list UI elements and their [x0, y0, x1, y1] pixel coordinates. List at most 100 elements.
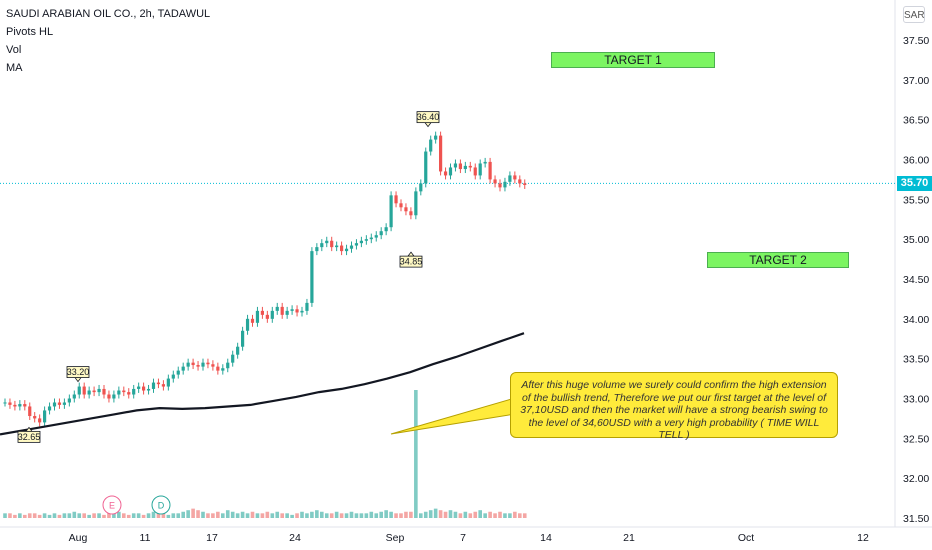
candle-body [151, 382, 156, 389]
volume-bar [13, 514, 17, 518]
candle-body [13, 404, 17, 407]
annotation-callout[interactable]: After this huge volume we surely could c… [510, 372, 838, 441]
pivot-label: 32.65 [18, 432, 41, 442]
event-label: D [158, 501, 165, 511]
candle-body [344, 248, 349, 252]
candle-body [493, 179, 497, 184]
candle-body [28, 406, 32, 417]
candle-body [478, 163, 482, 176]
volume-bar [339, 513, 344, 518]
indicator-pivots[interactable]: Pivots HL [6, 26, 54, 38]
volume-bar [161, 513, 166, 518]
candle-body [290, 309, 294, 311]
y-tick-label: 36.00 [903, 155, 929, 167]
candle-body [518, 179, 522, 184]
pivot-marker [17, 430, 41, 443]
volume-bar [3, 513, 7, 518]
candle-body [112, 394, 116, 399]
volume-bar [290, 514, 294, 518]
volume-bar [255, 513, 260, 518]
volume-bar [518, 513, 522, 518]
volume-bar [42, 513, 47, 518]
volume-bar [374, 513, 379, 518]
volume-bar [359, 513, 364, 518]
volume-bar [280, 513, 284, 518]
volume-bar [201, 511, 205, 518]
event-d-icon [151, 495, 171, 515]
indicator-ma[interactable]: MA [6, 62, 23, 74]
x-tick-label: 14 [540, 532, 552, 544]
candle-body [285, 310, 289, 315]
volume-bar [419, 513, 423, 518]
y-tick-label: 35.00 [903, 234, 929, 246]
volume-bar [522, 513, 527, 518]
candle-body [191, 362, 195, 366]
candle-body [310, 251, 314, 303]
candle-body [280, 306, 284, 315]
volume-bar [216, 511, 220, 518]
volume-bar [488, 511, 492, 518]
candle-body [399, 203, 403, 208]
candle-body [443, 171, 448, 176]
candle-body [57, 402, 62, 405]
volume-bar [438, 510, 443, 518]
volume-bar [191, 508, 195, 518]
volume-bar [448, 510, 453, 518]
pivot-label: 36.40 [417, 112, 440, 122]
target-1-box[interactable]: TARGET 1 [551, 51, 715, 68]
volume-bar [369, 511, 374, 518]
candle-body [142, 386, 146, 391]
volume-bar [315, 510, 319, 518]
candle-body [389, 195, 393, 228]
y-tick-label: 32.00 [903, 473, 929, 485]
candle-body [359, 240, 363, 244]
candle-body [394, 195, 398, 204]
candle-body [102, 388, 106, 395]
volume-bar [67, 513, 72, 518]
candle-body [43, 410, 47, 423]
candle-body [419, 183, 423, 192]
volume-bar [245, 513, 250, 518]
candle-body [340, 245, 344, 252]
candle-body [384, 227, 388, 232]
candle-body [166, 378, 170, 387]
candle-body [122, 390, 126, 393]
candle-body [8, 402, 12, 405]
volume-bar [349, 511, 354, 518]
volume-bar [384, 510, 388, 518]
volume-bar [428, 510, 433, 518]
target-2-box[interactable]: TARGET 2 [707, 251, 849, 268]
volume-bar [37, 514, 42, 518]
y-tick-label: 35.50 [903, 194, 929, 206]
candle-body [33, 416, 37, 419]
volume-bar [503, 513, 507, 518]
candle-body [488, 161, 492, 180]
indicator-volume[interactable]: Vol [6, 44, 22, 56]
candle-body [196, 365, 200, 367]
currency-badge[interactable]: SAR [903, 6, 925, 23]
candle-body [305, 302, 309, 311]
x-tick-label: 24 [289, 532, 301, 544]
candle-body [265, 314, 269, 319]
x-tick-label: 17 [206, 532, 218, 544]
volume-bar [32, 513, 37, 518]
candle-body [87, 390, 91, 395]
candle-body [107, 394, 111, 399]
pivot-label: 33.20 [67, 367, 90, 377]
volume-bar [57, 514, 62, 518]
symbol-title[interactable]: SAUDI ARABIAN OIL CO., 2h, TADAWUL [6, 8, 211, 20]
pivot-marker-tip [424, 122, 432, 128]
candle-body [369, 237, 373, 240]
candle-body [414, 191, 418, 216]
x-tick-label: 12 [857, 532, 869, 544]
candle-body [483, 161, 487, 164]
volume-bar [47, 514, 52, 518]
volume-bar [305, 513, 309, 518]
volume-bar [394, 513, 398, 518]
candle-body [127, 392, 131, 395]
volume-bar [265, 511, 270, 518]
x-tick-label: Sep [386, 532, 405, 544]
volume-bar [151, 511, 156, 518]
volume-bar [18, 513, 22, 518]
